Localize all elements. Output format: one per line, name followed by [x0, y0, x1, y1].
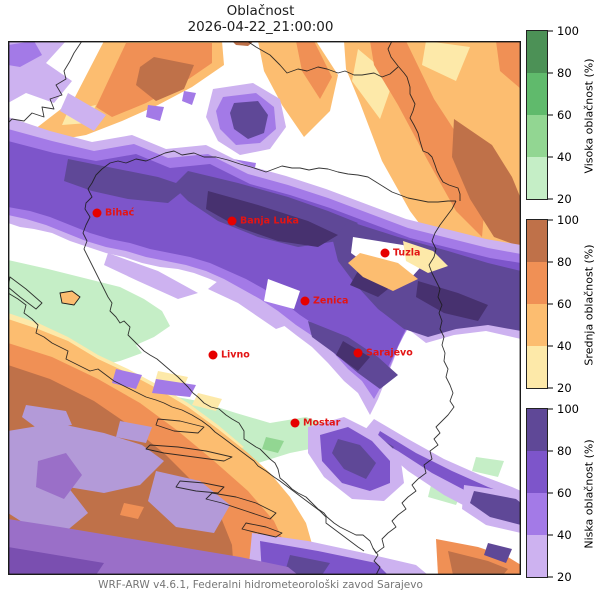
city-layer: Bihać Banja Luka Tuzla Zenica Livno Sarajevo M…	[8, 41, 521, 575]
colorbar-segment	[527, 115, 547, 157]
colorbar-high-label: Visoka oblačnost (%)	[582, 58, 596, 174]
city-label: Tuzla	[393, 247, 421, 259]
colorbar-tick-label: 100	[557, 213, 579, 227]
colorbar-tick-mark	[548, 492, 553, 494]
city-label: Mostar	[303, 417, 341, 429]
colorbar-tick-label: 20	[557, 192, 572, 206]
colorbar-segment	[527, 304, 547, 346]
city-label: Sarajevo	[366, 347, 413, 359]
map-frame	[8, 41, 521, 575]
colorbar-low-cloud: Niska oblačnost (%) 100 80 60 40 20	[526, 403, 596, 583]
city-label: Bihać	[105, 207, 135, 219]
colorbar-tick-label: 60	[557, 486, 572, 500]
colorbar-segment	[527, 409, 547, 451]
colorbar-tick-mark	[548, 534, 553, 536]
colorbar-segment	[527, 31, 547, 73]
colorbar-tick-mark	[548, 303, 553, 305]
city-marker	[353, 348, 363, 358]
colorbar-tick-mark	[548, 387, 553, 389]
cloud-field-svg	[8, 41, 521, 575]
colorbar-tick-label: 100	[557, 402, 579, 416]
colorbar-tick-label: 60	[557, 297, 572, 311]
colorbar-segment	[527, 262, 547, 304]
colorbar-tick-mark	[548, 198, 553, 200]
colorbar-tick-label: 40	[557, 150, 572, 164]
colorbar-segment	[527, 346, 547, 388]
colorbar-tick-mark	[548, 576, 553, 578]
colorbar-tick-mark	[548, 156, 553, 158]
city-label: Zenica	[313, 295, 349, 307]
colorbar-tick-label: 60	[557, 108, 572, 122]
colorbar-tick-label: 80	[557, 66, 572, 80]
colorbar-segment	[527, 73, 547, 115]
colorbar-tick-mark	[548, 219, 553, 221]
colorbar-tick-mark	[548, 261, 553, 263]
city-label: Livno	[221, 349, 250, 361]
title-block: Oblačnost 2026-04-22_21:00:00	[8, 3, 513, 35]
colorbar-segment	[527, 493, 547, 535]
colorbar-mid-cloud: Srednja oblačnost (%) 100 80 60 40 20	[526, 214, 596, 394]
colorbar-tick-mark	[548, 408, 553, 410]
colorbar-segment	[527, 220, 547, 262]
city-marker	[92, 208, 102, 218]
plot-title: Oblačnost	[226, 3, 295, 19]
colorbar-low-label: Niska oblačnost (%)	[582, 439, 596, 549]
map-panel: Bihać Banja Luka Tuzla Zenica Livno Sarajevo M…	[8, 41, 521, 575]
colorbar-tick-label: 20	[557, 381, 572, 395]
colorbar-tick-mark	[548, 72, 553, 74]
colorbar-mid-segments	[527, 220, 547, 388]
colorbar-mid-label: Srednja oblačnost (%)	[582, 244, 596, 366]
colorbar-tick-mark	[548, 450, 553, 452]
colorbar-high-segments	[527, 31, 547, 199]
city-marker	[290, 418, 300, 428]
colorbar-tick-label: 20	[557, 570, 572, 584]
credit-text: WRF-ARW v4.6.1, Federalni hidrometeorolo…	[98, 579, 423, 591]
colorbar-tick-mark	[548, 30, 553, 32]
city-marker	[300, 296, 310, 306]
colorbar-tick-label: 40	[557, 528, 572, 542]
colorbar-tick-label: 80	[557, 444, 572, 458]
city-marker	[380, 248, 390, 258]
colorbar-segment	[527, 157, 547, 199]
city-marker	[208, 350, 218, 360]
city-label: Banja Luka	[240, 215, 299, 227]
colorbar-tick-label: 100	[557, 24, 579, 38]
colorbar-segment	[527, 535, 547, 577]
colorbar-tick-mark	[548, 114, 553, 116]
colorbar-tick-label: 80	[557, 255, 572, 269]
plot-datetime: 2026-04-22_21:00:00	[187, 19, 334, 35]
colorbar-tick-label: 40	[557, 339, 572, 353]
colorbar-segment	[527, 451, 547, 493]
colorbar-tick-mark	[548, 345, 553, 347]
colorbar-low-segments	[527, 409, 547, 577]
city-marker	[227, 216, 237, 226]
colorbar-high-cloud: Visoka oblačnost (%) 100 80 60 40 20	[526, 25, 596, 205]
